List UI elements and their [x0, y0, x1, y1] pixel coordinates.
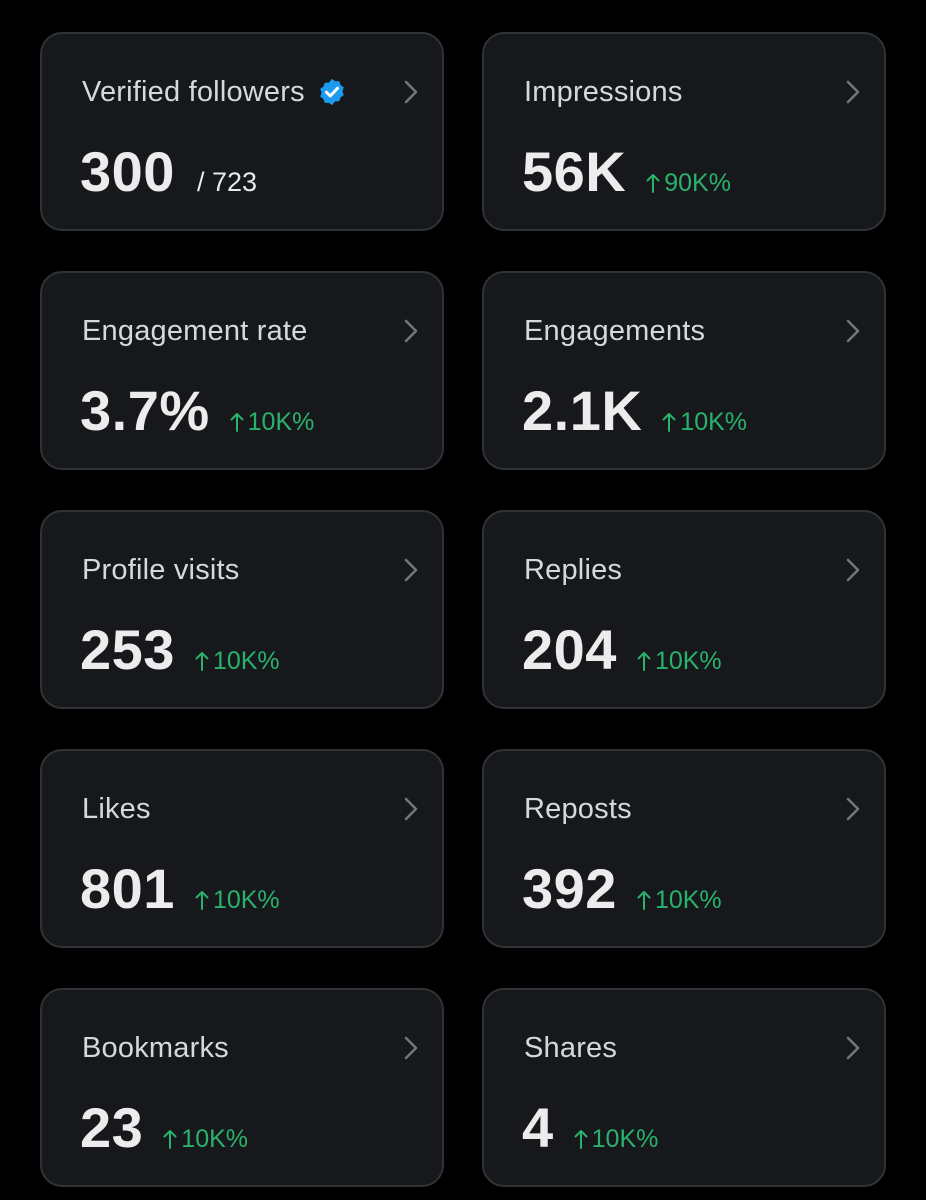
change-value: 10K%	[212, 886, 280, 914]
value-row: 56K 90K%	[522, 140, 731, 204]
card-verified-followers[interactable]: Verified followers 300 / 723	[40, 32, 444, 231]
card-value: 2.1K	[522, 379, 643, 442]
card-profile-visits[interactable]: Profile visits 253 10K%	[40, 510, 444, 709]
card-value: 801	[80, 857, 175, 920]
card-impressions[interactable]: Impressions 56K 90K%	[482, 32, 886, 231]
arrow-up-icon	[646, 171, 660, 193]
card-value: 56K	[522, 140, 627, 203]
card-label: Bookmarks	[82, 1032, 229, 1064]
arrow-up-icon	[637, 649, 651, 671]
value-row: 392 10K%	[522, 857, 722, 921]
change-value: 10K%	[654, 647, 722, 675]
change-indicator: 10K%	[195, 886, 280, 915]
card-value: 300	[80, 140, 175, 203]
analytics-cards-grid: Verified followers 300 / 723 Impressions…	[40, 32, 886, 1187]
value-row: 2.1K 10K%	[522, 379, 747, 443]
change-value: 10K%	[247, 408, 315, 436]
chevron-right-icon	[400, 556, 422, 584]
card-value: 23	[80, 1096, 144, 1159]
arrow-up-icon	[637, 888, 651, 910]
arrow-up-icon	[662, 410, 676, 432]
card-label-row: Likes	[82, 791, 151, 827]
card-label-row: Engagements	[524, 313, 705, 349]
card-label-row: Replies	[524, 552, 622, 588]
card-label-row: Profile visits	[82, 552, 240, 588]
card-label: Replies	[524, 554, 623, 586]
value-row: 204 10K%	[522, 618, 722, 682]
card-label: Engagements	[524, 315, 706, 347]
card-label-row: Impressions	[524, 74, 683, 110]
card-total: / 723	[196, 167, 257, 197]
chevron-right-icon	[400, 795, 422, 823]
card-label: Engagement rate	[82, 315, 308, 347]
card-reposts[interactable]: Reposts 392 10K%	[482, 749, 886, 948]
change-value: 10K%	[591, 1125, 659, 1153]
card-label: Reposts	[524, 793, 632, 825]
chevron-right-icon	[842, 1034, 864, 1062]
chevron-right-icon	[400, 317, 422, 345]
card-label: Profile visits	[82, 554, 240, 586]
card-label-row: Reposts	[524, 791, 632, 827]
card-label: Likes	[82, 793, 151, 825]
chevron-right-icon	[400, 1034, 422, 1062]
arrow-up-icon	[195, 649, 209, 671]
card-label-row: Shares	[524, 1030, 617, 1066]
change-indicator: 10K%	[195, 647, 280, 676]
card-label: Verified followers	[82, 76, 305, 108]
card-value: 392	[522, 857, 617, 920]
card-likes[interactable]: Likes 801 10K%	[40, 749, 444, 948]
chevron-right-icon	[842, 556, 864, 584]
change-value: 10K%	[181, 1125, 249, 1153]
change-indicator: 10K%	[163, 1125, 248, 1154]
value-row: 23 10K%	[80, 1096, 248, 1160]
arrow-up-icon	[163, 1127, 177, 1149]
change-value: 10K%	[654, 886, 722, 914]
change-indicator: 10K%	[637, 647, 722, 676]
change-value: 10K%	[212, 647, 280, 675]
card-label: Shares	[524, 1032, 618, 1064]
arrow-up-icon	[230, 410, 244, 432]
card-label: Impressions	[524, 76, 683, 108]
arrow-up-icon	[195, 888, 209, 910]
change-indicator: 10K%	[230, 408, 315, 437]
value-row: 300 / 723	[80, 140, 257, 204]
card-bookmarks[interactable]: Bookmarks 23 10K%	[40, 988, 444, 1187]
card-label-row: Bookmarks	[82, 1030, 229, 1066]
card-value: 4	[522, 1096, 554, 1159]
change-value: 90K%	[664, 169, 731, 197]
arrow-up-icon	[574, 1127, 588, 1149]
change-indicator: 90K%	[646, 169, 731, 198]
value-row: 3.7% 10K%	[80, 379, 314, 443]
card-replies[interactable]: Replies 204 10K%	[482, 510, 886, 709]
verified-badge-icon	[317, 77, 347, 107]
card-label-row: Verified followers	[82, 74, 347, 110]
card-engagements[interactable]: Engagements 2.1K 10K%	[482, 271, 886, 470]
chevron-right-icon	[842, 317, 864, 345]
change-value: 10K%	[680, 408, 748, 436]
value-row: 801 10K%	[80, 857, 280, 921]
change-indicator: 10K%	[662, 408, 747, 437]
value-row: 4 10K%	[522, 1096, 658, 1160]
value-row: 253 10K%	[80, 618, 280, 682]
change-indicator: 10K%	[574, 1125, 659, 1154]
change-indicator: 10K%	[637, 886, 722, 915]
chevron-right-icon	[400, 78, 422, 106]
card-value: 3.7%	[80, 379, 210, 442]
chevron-right-icon	[842, 78, 864, 106]
card-value: 253	[80, 618, 175, 681]
chevron-right-icon	[842, 795, 864, 823]
card-label-row: Engagement rate	[82, 313, 307, 349]
card-shares[interactable]: Shares 4 10K%	[482, 988, 886, 1187]
card-value: 204	[522, 618, 617, 681]
card-engagement-rate[interactable]: Engagement rate 3.7% 10K%	[40, 271, 444, 470]
